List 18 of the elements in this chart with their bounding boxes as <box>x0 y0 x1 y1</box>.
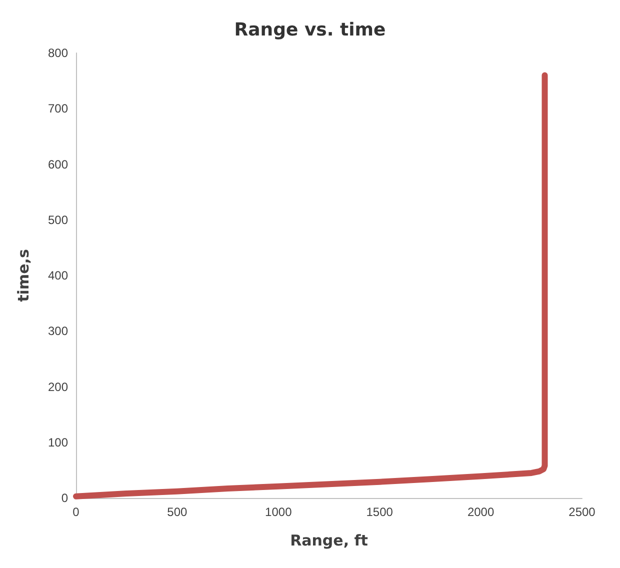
y-tick-label: 400 <box>48 268 68 282</box>
y-tick-label: 700 <box>48 102 68 116</box>
chart-title: Range vs. time <box>234 20 386 40</box>
y-axis-title: time,s <box>14 249 32 302</box>
x-tick-label: 1500 <box>366 505 394 519</box>
y-tick-label: 300 <box>48 324 68 338</box>
x-tick-label: 500 <box>167 505 188 519</box>
x-tick-label: 1000 <box>265 505 292 519</box>
y-tick-label: 100 <box>48 435 68 450</box>
y-tick-label: 200 <box>48 380 68 394</box>
y-tick-label: 600 <box>48 157 68 172</box>
x-axis-title: Range, ft <box>290 532 368 550</box>
y-tick-label: 800 <box>48 46 68 60</box>
x-tick-label: 0 <box>72 505 80 519</box>
x-tick-label: 2500 <box>568 505 596 519</box>
x-tick-label: 2000 <box>467 505 494 519</box>
y-tick-label: 0 <box>61 491 68 505</box>
y-tick-label: 500 <box>48 212 68 227</box>
